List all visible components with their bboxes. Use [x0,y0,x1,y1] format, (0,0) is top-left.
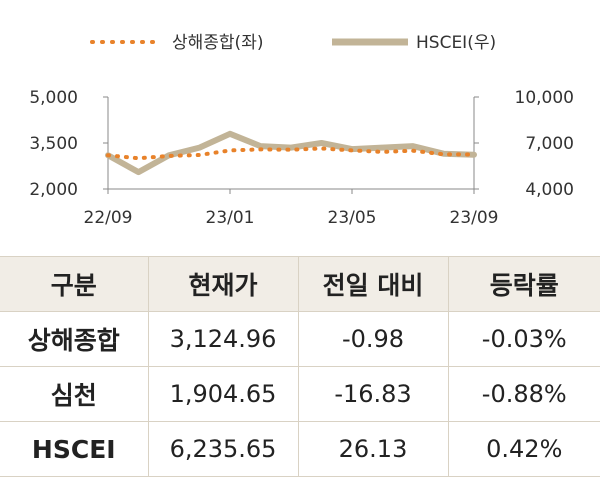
row-change: -16.83 [297,366,448,422]
row-price: 6,235.65 [147,421,298,477]
left-tick-label: 2,000 [29,180,78,200]
right-axis-ticks: 10,000 7,000 4,000 [474,88,574,200]
left-axis-ticks: 5,000 3,500 2,000 [29,88,108,200]
right-tick-label: 10,000 [515,88,574,108]
series-layer [105,130,477,176]
row-name: 심천 [0,366,148,422]
header-rate: 등락률 [447,256,600,312]
header-change: 전일 대비 [297,256,448,312]
row-rate: -0.88% [447,366,600,422]
header-category: 구분 [0,256,148,312]
chart-legend: 상해종합(좌) HSCEI(우) [90,33,496,53]
row-rate: -0.03% [447,311,600,367]
index-line-chart: 상해종합(좌) HSCEI(우) 5,000 3,500 2,000 10,000 7… [29,33,574,228]
row-change: 26.13 [297,421,448,477]
row-name: HSCEI [0,421,148,477]
x-tick-label: 23/09 [450,208,499,228]
row-change: -0.98 [297,311,448,367]
chart-axes [107,97,475,190]
right-tick-label: 4,000 [525,180,574,200]
legend-label-hscei: HSCEI(우) [416,33,496,53]
x-axis-ticks: 22/09 23/01 23/05 23/09 [84,189,499,228]
x-tick-label: 23/01 [206,208,255,228]
table-row: HSCEI 6,235.65 26.13 0.42% [0,421,600,477]
row-price: 1,904.65 [147,366,298,422]
x-tick-label: 23/05 [328,208,377,228]
row-name: 상해종합 [0,311,148,367]
left-tick-label: 3,500 [29,134,78,154]
index-table-wrap: 구분 현재가 전일 대비 등락률 상해종합 3,124.96 -0.98 -0.… [0,256,600,477]
index-quote-table: 구분 현재가 전일 대비 등락률 상해종합 3,124.96 -0.98 -0.… [0,256,600,477]
table-header-row: 구분 현재가 전일 대비 등락률 [0,256,600,312]
row-price: 3,124.96 [147,311,298,367]
series-line-hscei [105,130,477,176]
left-tick-label: 5,000 [29,88,78,108]
legend-label-shanghai: 상해종합(좌) [172,33,263,53]
x-tick-label: 22/09 [84,208,133,228]
table-row: 상해종합 3,124.96 -0.98 -0.03% [0,311,600,367]
table-row: 심천 1,904.65 -16.83 -0.88% [0,366,600,422]
right-tick-label: 7,000 [525,134,574,154]
row-rate: 0.42% [447,421,600,477]
header-price: 현재가 [147,256,298,312]
